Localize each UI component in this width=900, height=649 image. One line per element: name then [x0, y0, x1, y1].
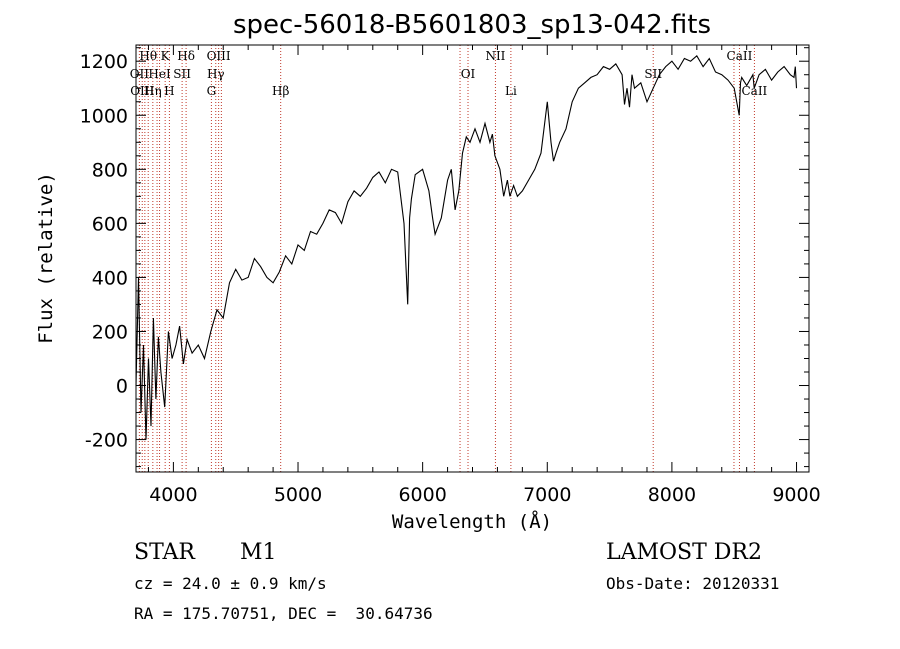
x-tick-label: 4000	[149, 484, 197, 506]
spectral-line-label: H	[164, 84, 174, 98]
y-tick-label: -200	[85, 430, 128, 452]
spectral-line-label: Hη	[144, 84, 162, 98]
spectral-line-label: OII	[130, 67, 150, 81]
y-tick-label: 800	[92, 159, 128, 181]
x-tick-label: 7000	[523, 484, 571, 506]
spectral-line-label: Hθ	[139, 49, 157, 63]
spectral-line-label: NII	[485, 49, 505, 63]
x-tick-label: 6000	[398, 484, 446, 506]
spectral-line-markers	[138, 45, 755, 472]
y-axis-title: Flux (relative)	[35, 172, 57, 344]
spectral-line-label: OIII	[207, 49, 231, 63]
y-tick-label: 1000	[80, 105, 128, 127]
spectral-line-label: OI	[461, 67, 476, 81]
x-tick-label: 9000	[772, 484, 820, 506]
x-tick-label: 8000	[648, 484, 696, 506]
chart-title: spec-56018-B5601803_sp13-042.fits	[233, 10, 711, 40]
spectral-line-label: G	[207, 84, 217, 98]
spectral-line-label: Hβ	[272, 84, 289, 98]
y-tick-label: 400	[92, 267, 128, 289]
y-tick-label: 600	[92, 213, 128, 235]
y-tick-label: 200	[92, 321, 128, 343]
plot-frame	[135, 44, 810, 473]
x-axis-title: Wavelength (Å)	[392, 510, 552, 533]
survey-name: LAMOST DR2	[606, 540, 762, 565]
spectral-line-label: CaII	[741, 84, 767, 98]
coordinates: RA = 175.70751, DEC = 30.64736	[134, 604, 433, 623]
y-tick-label: 0	[116, 376, 128, 398]
spectral-line-label: K	[161, 49, 171, 63]
object-type: STAR	[134, 540, 195, 565]
spectral-line-label: CaII	[727, 49, 753, 63]
redshift-text: cz = 24.0 ± 0.9 km/s	[134, 574, 327, 593]
spectral-line-label: SII	[173, 67, 191, 81]
x-axis: 4000 5000 6000 7000 8000 9000	[147, 45, 821, 506]
y-tick-label: 1200	[80, 51, 128, 73]
obs-date: Obs-Date: 20120331	[606, 574, 780, 593]
spectral-line-label: Hγ	[207, 67, 225, 81]
spectral-line-label: Li	[505, 84, 517, 98]
y-axis: -200 0 200 400 600 800 1000 1200	[80, 47, 809, 468]
x-tick-label: 5000	[274, 484, 322, 506]
spectral-line-label: Hδ	[177, 49, 195, 63]
spectrum-line	[135, 54, 798, 440]
spectral-subclass: M1	[240, 540, 277, 565]
spectral-line-label: HeI	[148, 67, 171, 81]
